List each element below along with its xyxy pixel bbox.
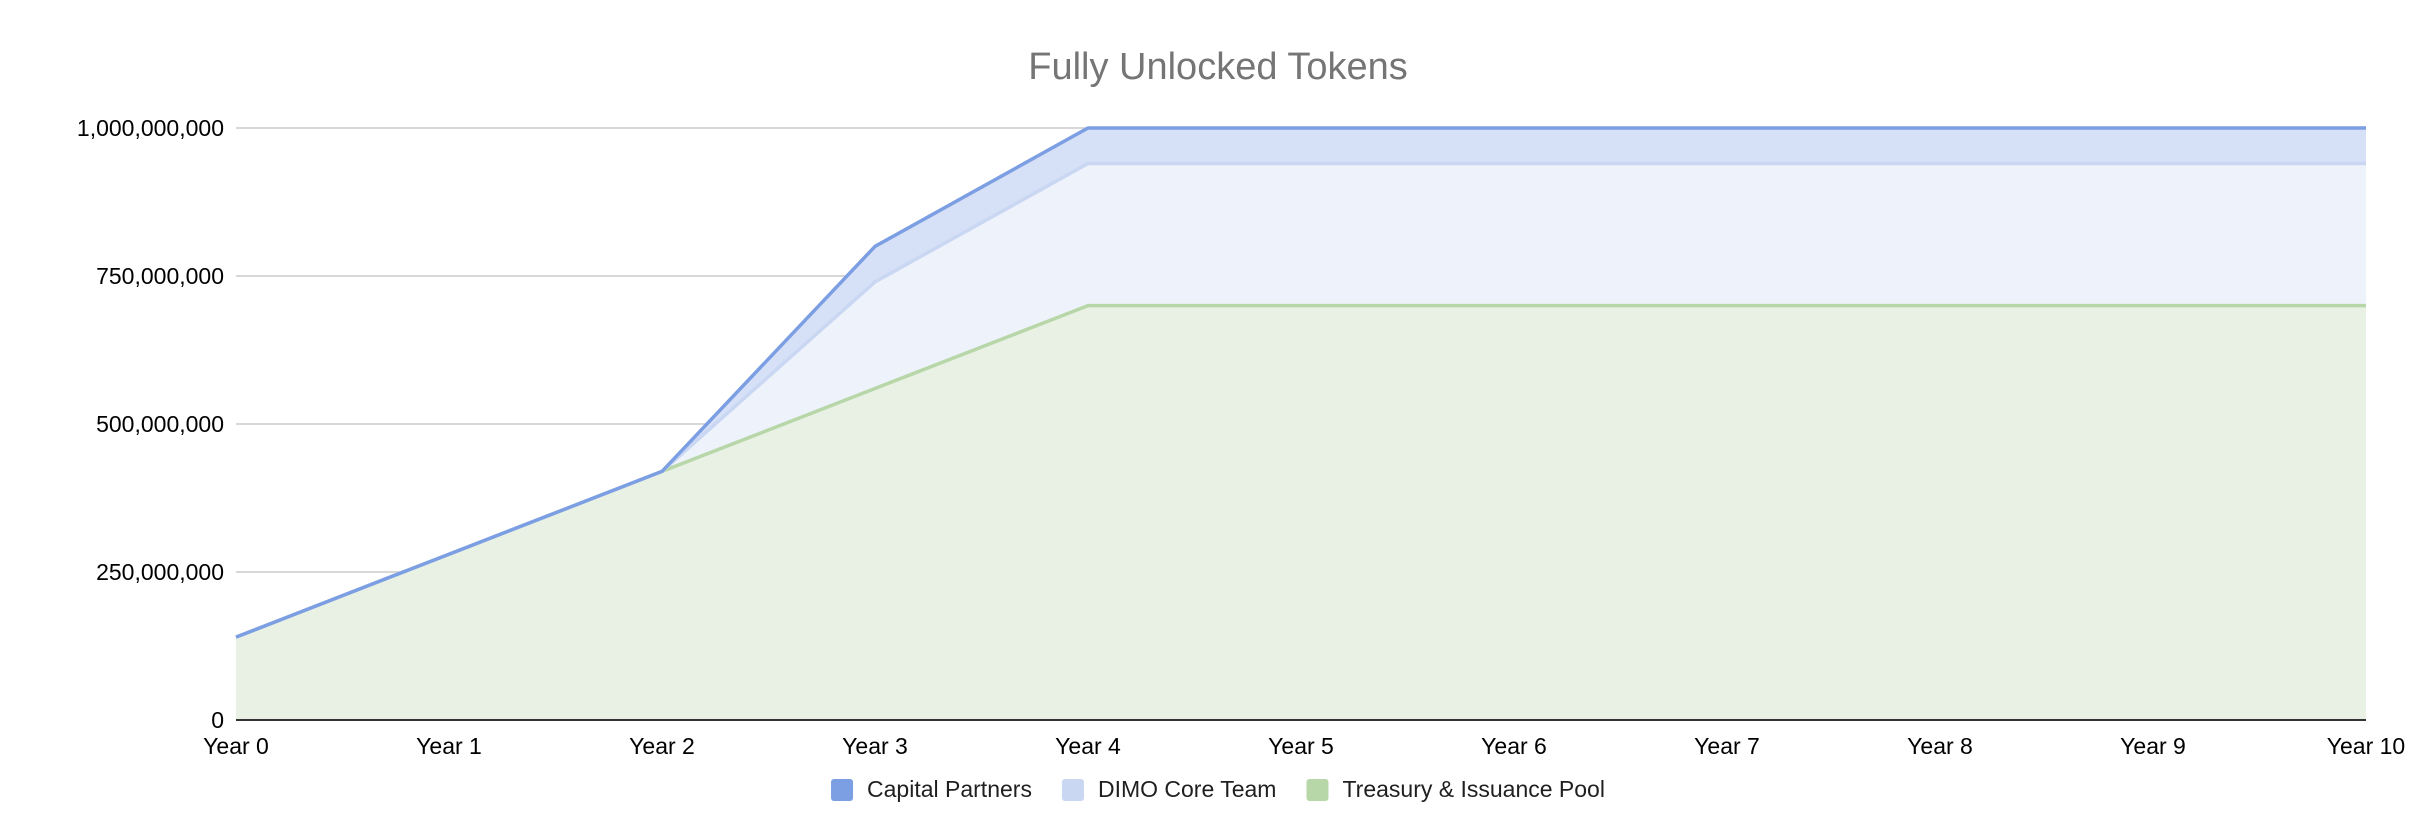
legend-swatch <box>1306 779 1329 801</box>
x-tick-label: Year 2 <box>629 733 695 759</box>
chart-title: Fully Unlocked Tokens <box>1028 46 1407 88</box>
y-tick-label: 1,000,000,000 <box>77 115 224 141</box>
legend-label: DIMO Core Team <box>1098 776 1277 802</box>
x-tick-label: Year 7 <box>1694 733 1760 759</box>
legend-swatch <box>1061 779 1084 801</box>
y-tick-label: 0 <box>211 707 224 733</box>
x-tick-label: Year 1 <box>416 733 482 759</box>
legend-item-treasury-issuance-pool[interactable]: Treasury & Issuance Pool <box>1306 776 1605 802</box>
y-tick-label: 750,000,000 <box>96 263 224 289</box>
series-lines <box>235 126 2366 639</box>
x-tick-label: Year 3 <box>842 733 908 759</box>
x-tick-label: Year 5 <box>1268 733 1334 759</box>
x-tick-label: Year 4 <box>1055 733 1121 759</box>
x-tick-label: Year 0 <box>203 733 269 759</box>
legend-item-dimo-core-team[interactable]: DIMO Core Team <box>1061 776 1277 802</box>
y-tick-label: 250,000,000 <box>96 559 224 585</box>
x-tick-label: Year 8 <box>1907 733 1973 759</box>
legend: Capital Partners DIMO Core Team Treasury &… <box>831 776 1605 802</box>
line-capital-partners <box>235 126 2366 639</box>
area-dimo-core-team <box>236 163 2366 638</box>
area-treasury-issuance-pool <box>236 305 2366 720</box>
y-tick-label: 500,000,000 <box>96 411 224 437</box>
x-tick-label: Year 6 <box>1481 733 1547 759</box>
x-tick-label: Year 9 <box>2120 733 2186 759</box>
legend-label: Capital Partners <box>867 776 1032 802</box>
area-series <box>236 128 2366 720</box>
legend-item-capital-partners[interactable]: Capital Partners <box>831 776 1032 802</box>
axes: 0 250,000,000 500,000,000 750,000,000 1,000,… <box>77 115 2405 759</box>
x-tick-label: Year 10 <box>2327 733 2405 759</box>
legend-swatch <box>831 779 854 801</box>
legend-label: Treasury & Issuance Pool <box>1342 776 1605 802</box>
